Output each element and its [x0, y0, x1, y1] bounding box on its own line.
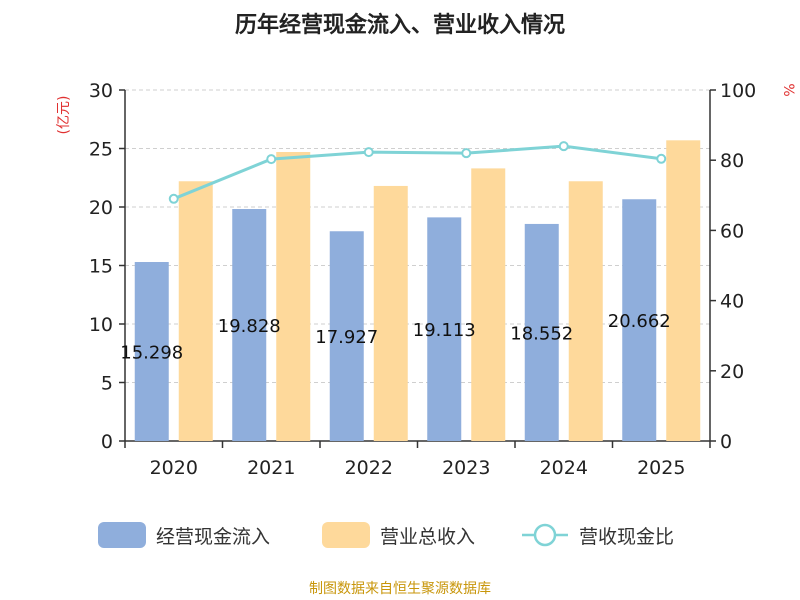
legend-item-revenue[interactable]: 营业总收入: [322, 522, 475, 548]
ratio-line-path: [173, 144, 662, 201]
legend-marker-ratio: [533, 523, 557, 547]
bar-revenue: [568, 181, 603, 441]
ratio-point: [363, 147, 374, 158]
bar-labels: 15.298 19.828 17.927 19.113 18.552 20.662: [120, 311, 670, 363]
legend-label-revenue: 营业总收入: [380, 526, 475, 548]
legend: 经营现金流入 营业总收入 营收现金比: [98, 522, 674, 548]
y-left-tick-label: 0: [101, 431, 113, 453]
y-left-tick-label: 25: [89, 139, 113, 161]
y-left-unit-label: (亿元): [56, 96, 72, 135]
y-left-tick-label: 10: [89, 314, 113, 336]
ratio-line: [168, 141, 667, 204]
x-tick-label: 2021: [247, 457, 295, 479]
bars: [134, 140, 701, 441]
y-right-unit-label: %: [780, 83, 796, 96]
y-right-tick-label: 60: [720, 220, 744, 242]
x-tick-label: 2024: [540, 457, 588, 479]
bar-revenue: [373, 185, 408, 441]
data-label-cash-inflow: 19.828: [218, 316, 281, 337]
y-right-ticks: 0 20 40 60 80 100: [710, 80, 756, 453]
ratio-point: [558, 141, 569, 152]
y-right-tick-label: 40: [720, 291, 744, 313]
x-tick-label: 2022: [345, 457, 393, 479]
legend-label-ratio: 营收现金比: [579, 526, 674, 548]
y-left-tick-label: 15: [89, 256, 113, 278]
y-left-tick-label: 20: [89, 197, 113, 219]
y-right-tick-label: 80: [720, 150, 744, 172]
bar-revenue: [666, 140, 701, 441]
data-label-cash-inflow: 18.552: [510, 323, 573, 344]
x-ticks: 2020 2021 2022 2023 2024 2025: [124, 441, 711, 479]
legend-item-cash-inflow[interactable]: 经营现金流入: [98, 522, 270, 548]
y-left-tick-label: 5: [101, 373, 113, 395]
bar-revenue: [276, 152, 311, 441]
legend-label-cash-inflow: 经营现金流入: [156, 526, 270, 548]
y-left-ticks: 0 5 10 15 20 25 30: [89, 80, 125, 453]
x-tick-label: 2023: [442, 457, 490, 479]
x-tick-label: 2020: [150, 457, 198, 479]
data-label-cash-inflow: 19.113: [413, 320, 476, 341]
ratio-point: [461, 148, 472, 159]
data-label-cash-inflow: 17.927: [315, 327, 378, 348]
chart-title: 历年经营现金流入、营业收入情况: [235, 12, 565, 38]
y-right-tick-label: 100: [720, 80, 756, 102]
source-note: 制图数据来自恒生聚源数据库: [309, 581, 491, 597]
legend-swatch-revenue: [322, 522, 370, 548]
data-label-cash-inflow: 15.298: [120, 343, 183, 364]
y-right-tick-label: 0: [720, 431, 732, 453]
bar-cash-inflow: [427, 217, 462, 441]
data-label-cash-inflow: 20.662: [608, 311, 671, 332]
ratio-point: [168, 193, 179, 204]
y-right-tick-label: 20: [720, 361, 744, 383]
legend-item-ratio[interactable]: 营收现金比: [522, 523, 674, 548]
ratio-point: [266, 154, 277, 165]
bar-cash-inflow: [134, 262, 169, 441]
bar-cash-inflow: [524, 223, 559, 441]
ratio-point: [656, 153, 667, 164]
legend-swatch-cash-inflow: [98, 522, 146, 548]
bar-cash-inflow: [329, 231, 364, 441]
bar-revenue: [178, 181, 213, 441]
bar-cash-inflow: [232, 209, 267, 441]
x-tick-label: 2025: [637, 457, 685, 479]
y-left-tick-label: 30: [89, 80, 113, 102]
bar-cash-inflow: [622, 199, 657, 441]
bar-revenue: [471, 168, 506, 441]
